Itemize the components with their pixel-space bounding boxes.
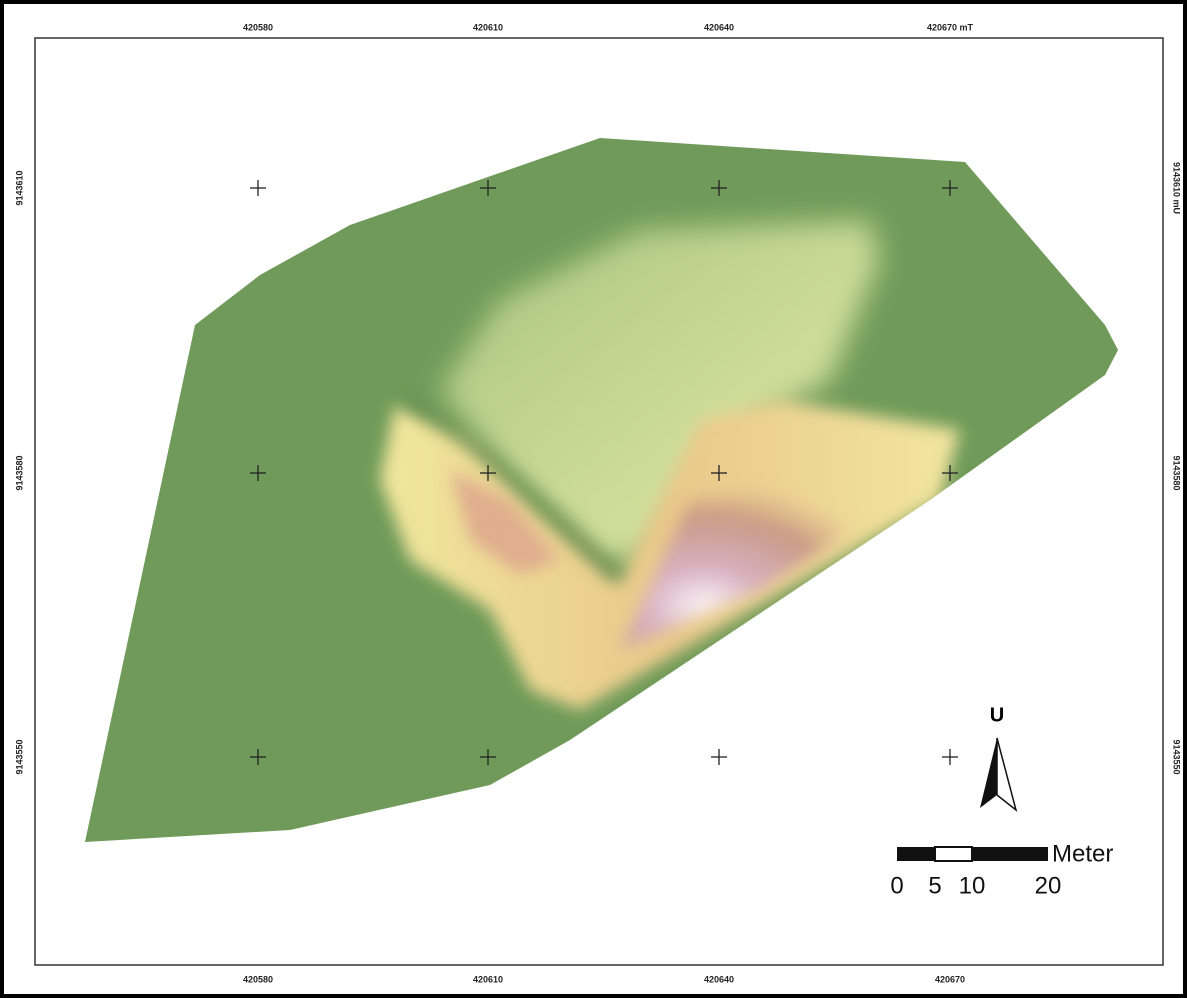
left-coordinate: 9143550 xyxy=(14,739,24,774)
page: {"map_frame": { "top_labels": ["420580",… xyxy=(0,0,1187,998)
right-coordinate: 9143580 xyxy=(1172,455,1182,490)
scale-label: 5 xyxy=(928,872,941,899)
left-coordinate: 9143610 xyxy=(14,170,24,205)
scale-segment xyxy=(935,847,972,861)
top-coordinate: 420670 mT xyxy=(927,22,974,32)
scale-unit: Meter xyxy=(1052,840,1113,867)
top-coordinate: 420640 xyxy=(704,22,734,32)
map: U Meter 05 10 20 420580 420610 420640 420670 … xyxy=(0,0,1187,998)
top-coordinate: 420580 xyxy=(243,22,273,32)
right-coordinate: 9143550 xyxy=(1172,739,1182,774)
top-coordinate: 420610 xyxy=(473,22,503,32)
north-arrow-right xyxy=(997,738,1016,810)
scale-segment xyxy=(897,847,935,861)
bottom-coordinate: 420670 xyxy=(935,974,965,984)
left-coordinate: 9143580 xyxy=(14,455,24,490)
scale-label: 20 xyxy=(1035,872,1062,899)
north-arrow-left xyxy=(980,738,997,808)
scale-label: 10 xyxy=(959,872,986,899)
terrain xyxy=(85,138,1118,842)
scale-segment xyxy=(972,847,1048,861)
scale-label: 0 xyxy=(890,872,903,899)
bottom-coordinate: 420610 xyxy=(473,974,503,984)
north-arrow: U xyxy=(980,704,1016,810)
bottom-coordinate: 420640 xyxy=(704,974,734,984)
right-coordinate: 9143610 mU xyxy=(1172,162,1182,214)
bottom-coordinate: 420580 xyxy=(243,974,273,984)
north-label: U xyxy=(990,704,1004,726)
